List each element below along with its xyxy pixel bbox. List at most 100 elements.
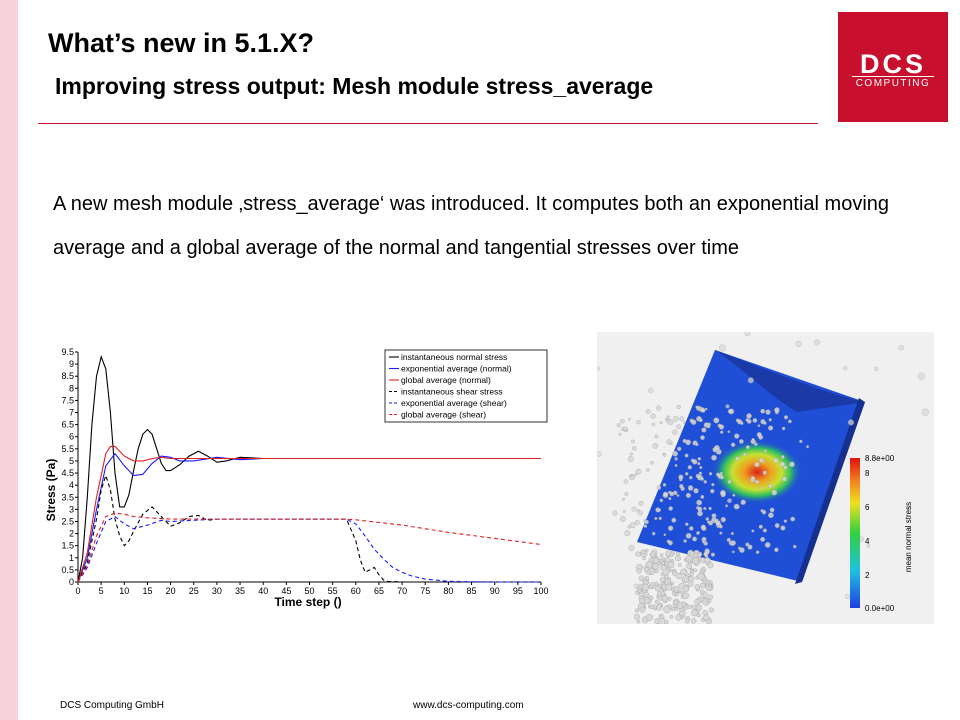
particle bbox=[774, 522, 780, 528]
particle bbox=[921, 408, 929, 416]
particle bbox=[699, 589, 705, 595]
particle bbox=[707, 594, 714, 600]
particle bbox=[701, 427, 707, 433]
particle bbox=[648, 387, 654, 394]
particle bbox=[644, 519, 649, 525]
x-tick-label: 40 bbox=[258, 586, 268, 596]
logo-sub-text: COMPUTING bbox=[855, 78, 931, 89]
y-tick-label: 0.5 bbox=[61, 565, 74, 575]
particle bbox=[703, 614, 710, 622]
particle bbox=[639, 597, 646, 604]
particle bbox=[719, 430, 724, 434]
particle bbox=[649, 604, 655, 609]
particle bbox=[651, 422, 656, 427]
particle bbox=[692, 557, 700, 565]
particle bbox=[636, 568, 642, 574]
y-tick-label: 4.5 bbox=[61, 468, 74, 478]
y-tick-label: 2 bbox=[69, 529, 74, 539]
x-tick-label: 60 bbox=[351, 586, 361, 596]
particle bbox=[634, 608, 640, 613]
particle bbox=[783, 415, 789, 420]
particle bbox=[767, 512, 774, 519]
particle bbox=[640, 549, 646, 555]
particle bbox=[751, 437, 755, 442]
particle bbox=[706, 424, 711, 429]
particle bbox=[768, 418, 772, 422]
particle bbox=[687, 560, 692, 565]
particle bbox=[768, 483, 773, 489]
particle bbox=[652, 563, 659, 570]
particle bbox=[708, 607, 714, 613]
particle bbox=[795, 340, 802, 348]
particle bbox=[738, 546, 742, 550]
y-tick-label: 7.5 bbox=[61, 395, 74, 405]
particle bbox=[597, 451, 602, 457]
particle bbox=[689, 569, 694, 573]
logo-main-text: DCS bbox=[859, 49, 926, 79]
particle bbox=[711, 513, 717, 519]
particle bbox=[650, 551, 656, 558]
particle bbox=[642, 556, 646, 561]
particle bbox=[726, 537, 731, 542]
colorbar-tick: 4 bbox=[865, 537, 870, 546]
particle bbox=[799, 439, 803, 444]
particle bbox=[761, 460, 765, 464]
particle bbox=[672, 450, 679, 457]
x-tick-label: 25 bbox=[189, 586, 199, 596]
particle bbox=[693, 488, 699, 494]
x-tick-label: 55 bbox=[328, 586, 338, 596]
particle bbox=[774, 547, 779, 553]
particle bbox=[696, 499, 703, 506]
particle bbox=[718, 344, 726, 352]
particle bbox=[719, 524, 723, 529]
particle bbox=[661, 595, 669, 602]
particle bbox=[757, 424, 761, 428]
footer-url: www.dcs-computing.com bbox=[413, 700, 524, 711]
particle bbox=[762, 470, 768, 475]
particle bbox=[632, 446, 637, 451]
y-tick-label: 3 bbox=[69, 504, 74, 514]
mesh-edge bbox=[795, 398, 865, 584]
particle bbox=[726, 498, 732, 504]
particle bbox=[689, 526, 694, 531]
chart-series-group bbox=[77, 354, 542, 583]
particle bbox=[780, 525, 786, 531]
particle bbox=[646, 468, 650, 472]
particle bbox=[687, 485, 694, 491]
particle bbox=[667, 540, 673, 546]
legend-entry: instantaneous normal stress bbox=[401, 352, 507, 362]
y-tick-label: 6.5 bbox=[61, 420, 74, 430]
particle bbox=[783, 465, 788, 470]
x-tick-label: 5 bbox=[99, 586, 104, 596]
particle bbox=[618, 432, 622, 436]
particle bbox=[703, 506, 707, 511]
particle bbox=[747, 544, 753, 550]
particle bbox=[685, 532, 692, 539]
particle bbox=[651, 531, 656, 536]
particle bbox=[619, 418, 625, 424]
particle bbox=[730, 542, 734, 546]
particle bbox=[650, 413, 656, 419]
particle bbox=[628, 544, 635, 551]
legend-entry: exponential average (normal) bbox=[401, 364, 512, 374]
y-axis-label: Stress (Pa) bbox=[44, 459, 58, 522]
particle bbox=[774, 407, 780, 413]
particle bbox=[761, 509, 767, 515]
particle bbox=[664, 619, 669, 624]
x-tick-label: 45 bbox=[281, 586, 291, 596]
x-tick-label: 65 bbox=[374, 586, 384, 596]
particle bbox=[675, 572, 683, 580]
particle bbox=[627, 455, 634, 462]
legend-box bbox=[384, 349, 548, 423]
particle bbox=[622, 497, 626, 501]
particle bbox=[692, 459, 698, 465]
particle bbox=[736, 505, 740, 509]
particle bbox=[638, 500, 644, 506]
particle-cloud bbox=[597, 332, 929, 624]
particle bbox=[788, 461, 795, 468]
particle bbox=[635, 468, 642, 475]
particle bbox=[674, 463, 678, 467]
particle bbox=[718, 424, 725, 430]
particle bbox=[874, 366, 879, 371]
particle bbox=[691, 609, 699, 617]
